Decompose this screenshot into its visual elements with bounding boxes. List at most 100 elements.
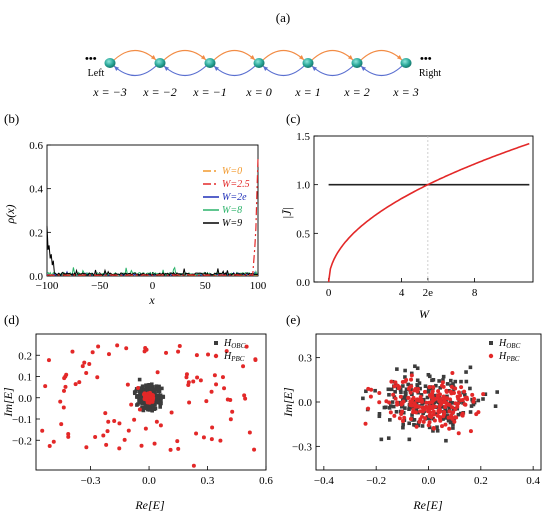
- pbc-point: [222, 386, 227, 391]
- site-labels: x = −3 x = −2 x = −1 x = 0 x = 1 x = 2 x = 3: [92, 85, 418, 99]
- panel-a: (a) ••• Left ••• Right x = −3 x = −2 x = −…: [85, 10, 441, 99]
- pbc-point: [96, 344, 101, 349]
- pbc-point: [441, 384, 446, 389]
- pbc-point: [184, 375, 189, 380]
- pbc-point: [431, 412, 436, 417]
- pbc-point: [87, 361, 92, 366]
- obc-point: [390, 400, 395, 404]
- legend-entry: HOBC: [498, 338, 521, 350]
- pbc-point: [46, 358, 51, 363]
- pbc-point: [435, 394, 440, 399]
- obc-point: [137, 398, 141, 403]
- obc-point: [387, 392, 391, 397]
- pbc-point: [427, 420, 432, 425]
- obc-point: [158, 405, 162, 409]
- obc-point: [431, 416, 435, 421]
- hop-right-arc: [311, 49, 354, 61]
- obc-point: [410, 413, 414, 417]
- series-line: [327, 142, 530, 283]
- obc-point: [461, 401, 465, 405]
- hop-right-arc: [262, 49, 305, 61]
- pbc-point: [441, 414, 446, 419]
- pbc-point: [431, 385, 436, 390]
- obc-point: [398, 387, 403, 392]
- obc-point: [379, 437, 384, 442]
- pbc-point: [136, 386, 141, 391]
- pbc-point: [228, 417, 233, 422]
- obc-point: [139, 397, 144, 401]
- hop-right-arc: [113, 49, 157, 61]
- pbc-point: [418, 395, 423, 400]
- pbc-point: [137, 407, 142, 412]
- pbc-point: [456, 401, 461, 406]
- pbc-point: [398, 394, 403, 399]
- obc-point: [133, 391, 137, 396]
- pbc-point: [117, 446, 122, 451]
- obc-point: [404, 387, 409, 392]
- obc-point: [386, 387, 391, 392]
- pbc-point: [204, 399, 209, 404]
- pbc-point: [453, 407, 458, 412]
- panel-d-ylabel: Im[E]: [1, 387, 15, 418]
- panel-c: (c) 0 4 2e 8 0.0 0.5 1.0 1.5 W |J̄|: [280, 111, 534, 321]
- obc-point: [445, 382, 450, 386]
- panel-e-ticks: −0.4 −0.2 0.0 0.2 0.4 −0.3 0.0 0.3: [292, 353, 540, 487]
- obc-point: [403, 375, 407, 379]
- x-tick-label: 0.0: [422, 475, 436, 487]
- right-label: Right: [419, 68, 441, 79]
- pbc-point: [230, 409, 235, 414]
- pbc-point: [104, 442, 109, 447]
- obc-point: [448, 400, 453, 404]
- obc-point: [456, 412, 461, 417]
- panel-e-ylabel: Im[E]: [281, 387, 295, 418]
- x-tick-label: 0.2: [474, 475, 488, 487]
- pbc-point: [471, 399, 476, 404]
- pbc-point: [433, 396, 438, 401]
- pbc-point: [391, 392, 396, 397]
- pbc-point: [252, 447, 257, 452]
- site-label: x = −1: [192, 85, 227, 99]
- pbc-point: [61, 405, 66, 410]
- obc-point: [403, 406, 407, 410]
- pbc-point: [436, 408, 441, 413]
- obc-point: [441, 378, 445, 382]
- pbc-point: [132, 417, 137, 422]
- pbc-point: [451, 410, 456, 415]
- panel-c-curves: [327, 136, 530, 283]
- panel-d-label: (d): [4, 312, 19, 327]
- pbc-point: [465, 397, 470, 402]
- panel-e: (e) −0.4 −0.2 0.0 0.2 0.4 −0.3 0.0 0.3 HOBCHPBC…: [281, 312, 542, 512]
- obc-point: [420, 402, 424, 406]
- pbc-point: [450, 405, 455, 410]
- pbc-point: [450, 371, 455, 376]
- obc-point: [451, 408, 456, 412]
- obc-point: [155, 387, 160, 391]
- pbc-point: [220, 375, 225, 380]
- pbc-point: [139, 443, 144, 448]
- obc-point: [388, 404, 393, 408]
- panel-c-xlabel: W: [419, 307, 430, 321]
- pbc-point: [412, 388, 417, 393]
- pbc-point: [144, 347, 149, 352]
- pbc-point: [63, 374, 68, 379]
- x-tick-label: 8: [472, 287, 478, 299]
- obc-point: [397, 400, 402, 405]
- pbc-point: [424, 400, 429, 405]
- obc-point: [434, 412, 438, 416]
- obc-point: [464, 370, 468, 374]
- obc-point: [395, 367, 399, 371]
- hop-right-arc: [163, 49, 207, 61]
- obc-point: [443, 407, 447, 411]
- y-tick-label: 0.0: [18, 393, 32, 405]
- y-tick-label: 1.0: [296, 180, 310, 192]
- panel-b-ylabel: ρ(x): [3, 204, 17, 224]
- pbc-point: [435, 413, 440, 418]
- obc-point: [493, 404, 498, 408]
- obc-point: [469, 404, 474, 408]
- obc-point: [139, 393, 143, 398]
- pbc-point: [417, 419, 422, 424]
- pbc-point: [105, 429, 110, 434]
- x-tick-label: 0: [150, 280, 156, 292]
